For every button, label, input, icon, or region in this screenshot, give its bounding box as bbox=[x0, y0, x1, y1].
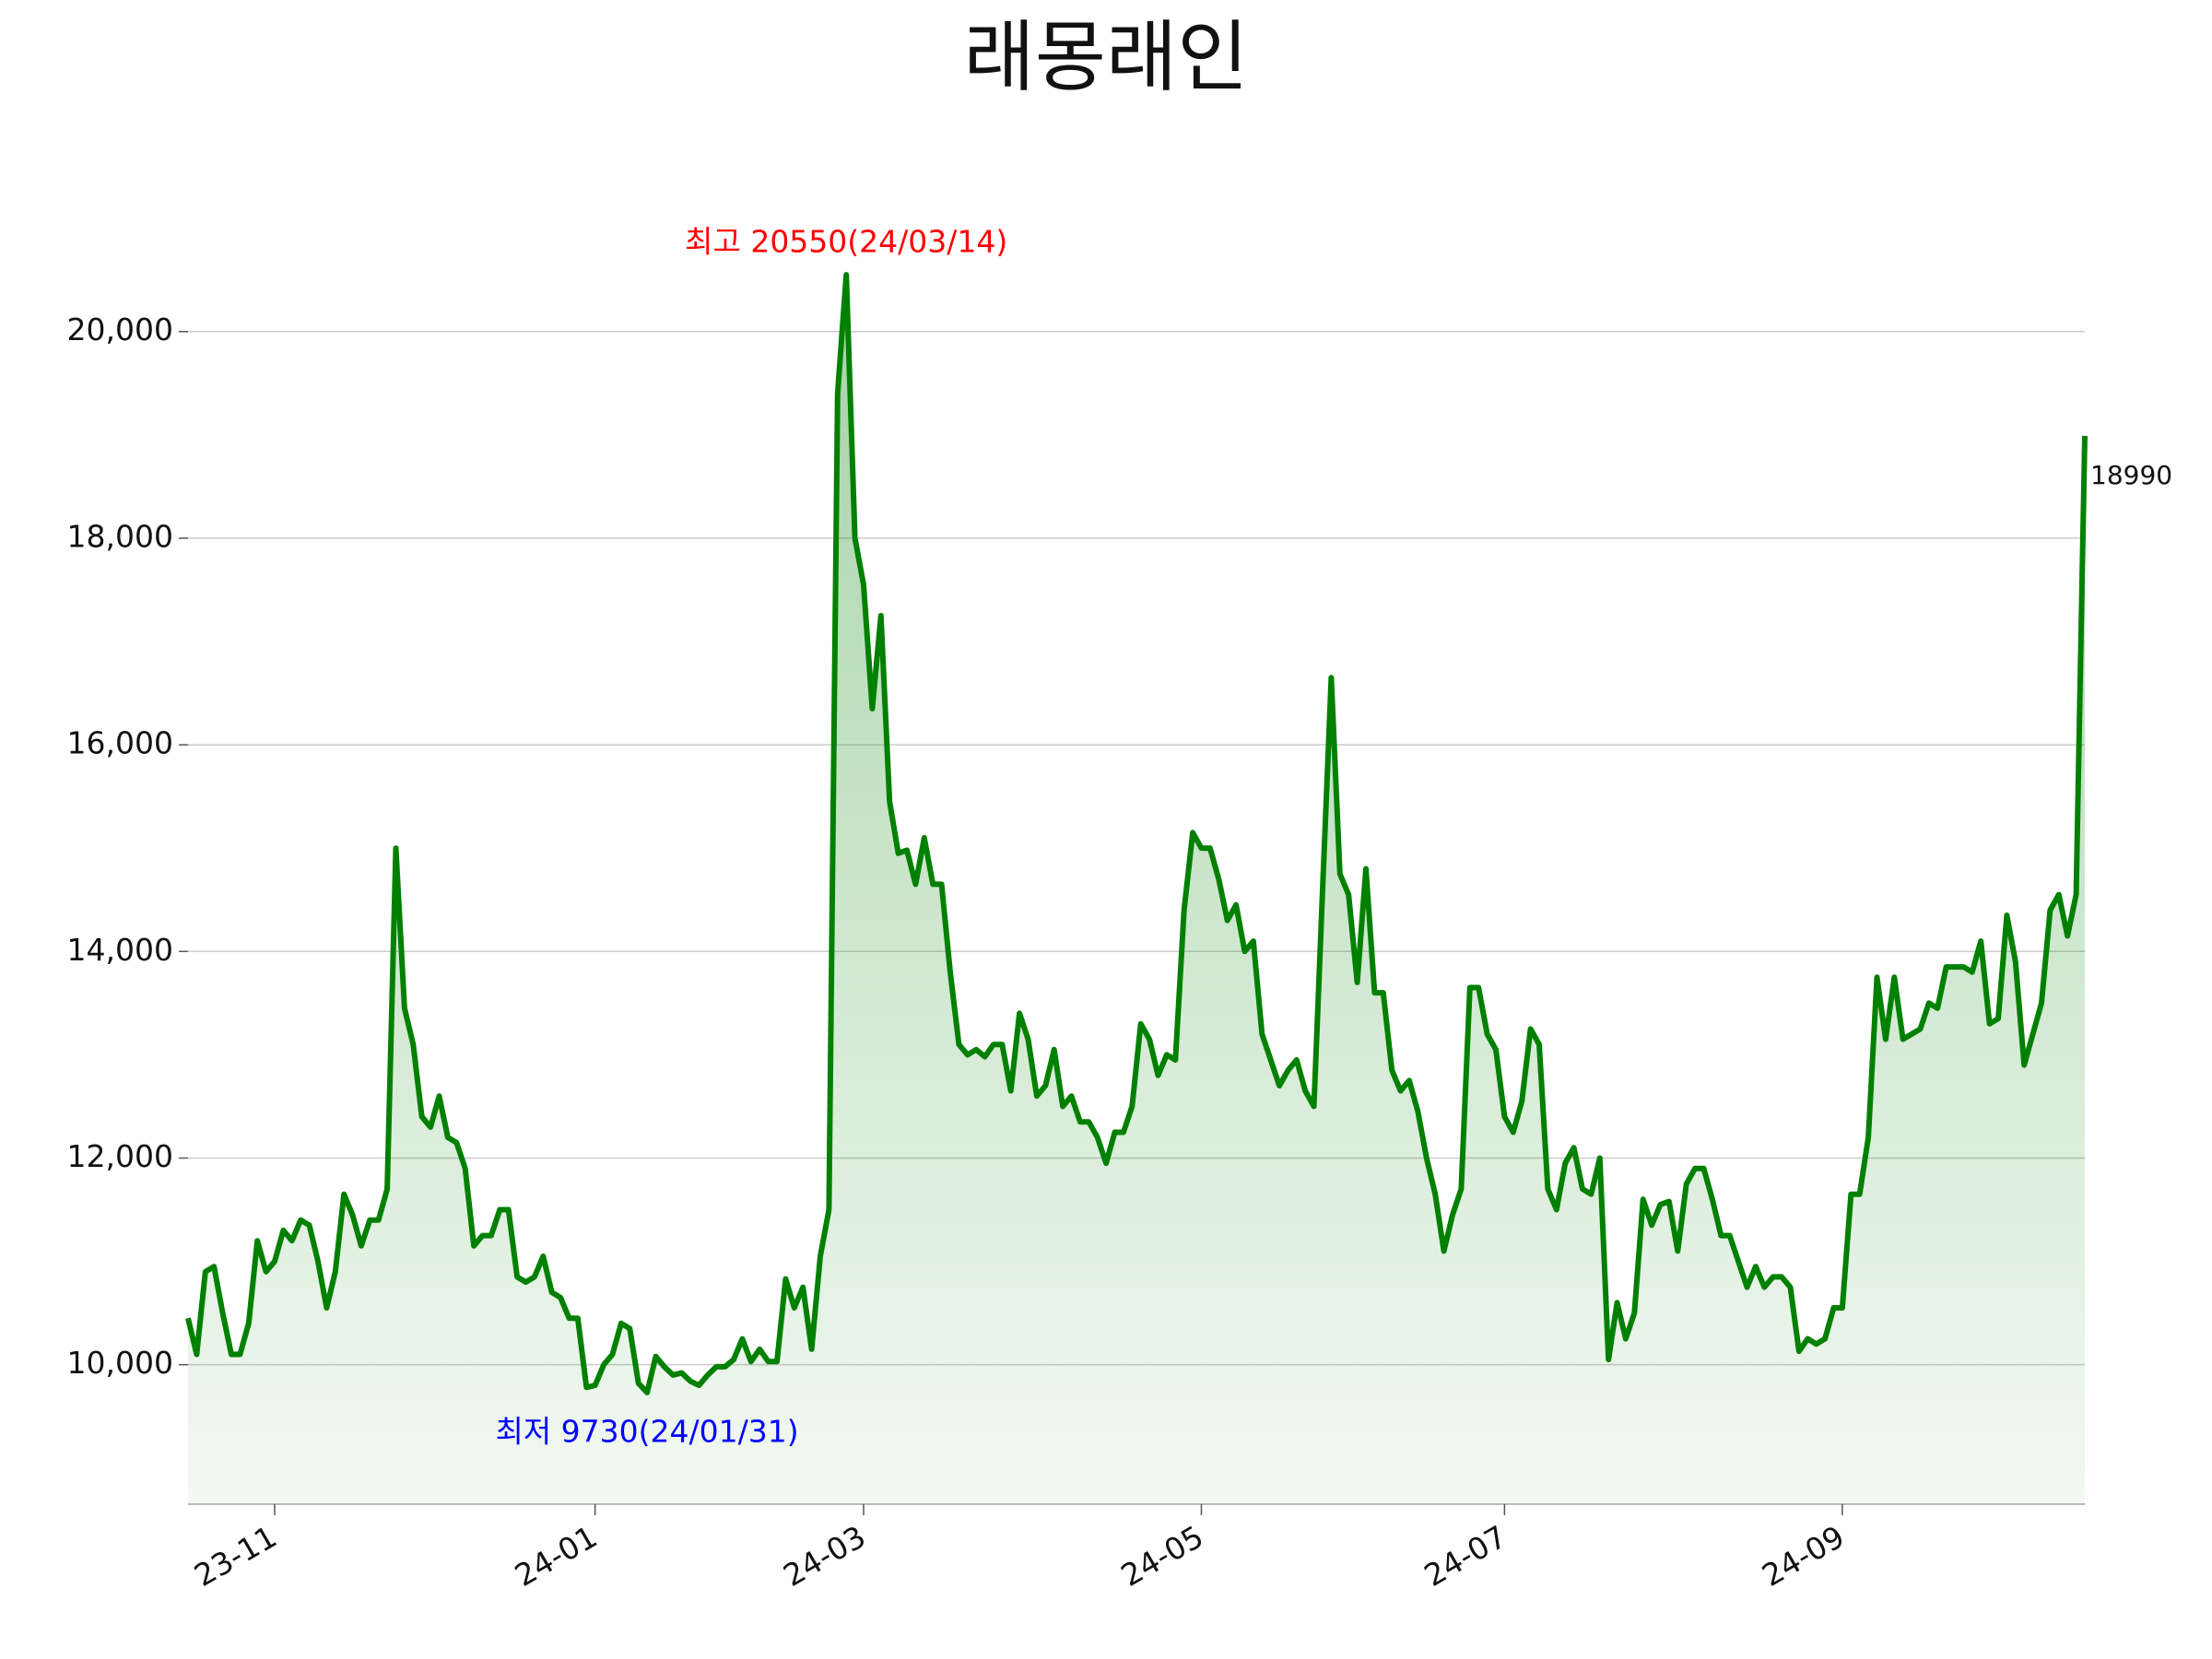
max-annotation: 최고 20550(24/03/14) bbox=[685, 224, 1007, 260]
y-tick-label: 16,000 bbox=[67, 725, 173, 761]
y-tick-label: 12,000 bbox=[67, 1138, 173, 1174]
min-annotation: 최저 9730(24/01/31) bbox=[495, 1413, 798, 1449]
y-tick-label: 10,000 bbox=[67, 1345, 173, 1381]
y-tick-label: 14,000 bbox=[67, 932, 173, 968]
x-tick-label: 24-05 bbox=[1115, 1518, 1210, 1594]
line bbox=[185, 272, 2088, 1395]
y-tick-label: 20,000 bbox=[67, 312, 173, 347]
x-tick-label: 23-11 bbox=[188, 1518, 283, 1594]
x-tick-label: 24-07 bbox=[1418, 1518, 1513, 1594]
area bbox=[188, 275, 2085, 1505]
x-tick-label: 24-01 bbox=[509, 1518, 604, 1594]
y-tick-label: 18,000 bbox=[67, 518, 173, 554]
chart-title: 래몽래인 bbox=[963, 12, 1248, 102]
last-value-label: 18990 bbox=[2090, 460, 2172, 490]
x-tick-label: 24-09 bbox=[1756, 1518, 1851, 1594]
x-tick-label: 24-03 bbox=[777, 1518, 872, 1594]
